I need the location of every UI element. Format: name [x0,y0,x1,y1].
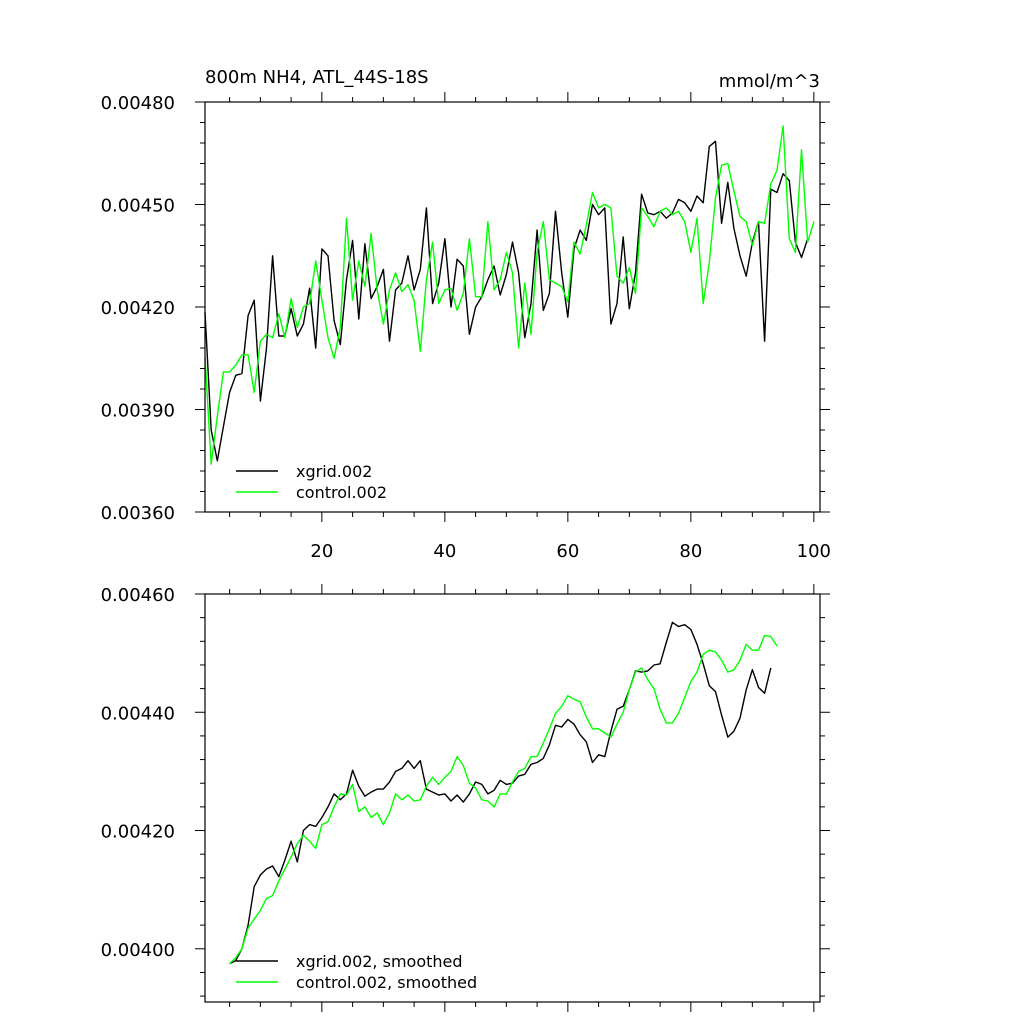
top-panel-ticks: 20 40 60 80 100 0.00360 0.00390 0.00420 0.00450 0… [101,92,831,562]
y-tick-label: 0.00420 [101,298,175,319]
legend-label-xgrid: xgrid.002 [296,462,372,481]
x-tick-label: 80 [679,541,702,562]
top-legend: xgrid.002 control.002 [236,462,387,502]
series-line-xgrid-002 [204,140,809,462]
y-tick-label: 0.00440 [101,703,175,724]
top-panel-series [204,125,815,465]
x-tick-label: 100 [797,541,831,562]
y-tick-label: 0.00480 [101,93,175,114]
series-line-control-002 [204,125,815,465]
units-label: mmol/m^3 [719,71,820,92]
series-line-control-002-smoothed [229,634,778,965]
y-tick-label: 0.00450 [101,196,175,217]
bottom-plot-frame [204,593,821,1003]
legend-label-control-smoothed: control.002, smoothed [296,973,477,992]
series-line-xgrid-002-smoothed [229,621,772,965]
y-tick-label: 0.00420 [101,822,175,843]
bottom-panel-series [229,621,778,965]
bottom-legend: xgrid.002, smoothed control.002, smoothe… [236,952,477,992]
legend-label-control: control.002 [296,483,387,502]
top-plot-frame [204,101,821,513]
x-tick-label: 60 [556,541,579,562]
y-tick-label: 0.00460 [101,585,175,606]
x-tick-label: 20 [310,541,333,562]
x-tick-label: 40 [433,541,456,562]
y-tick-label: 0.00390 [101,401,175,422]
bottom-panel: 0.00400 0.00420 0.00440 0.00460 xgrid.002, … [101,584,830,1012]
bottom-panel-ticks: 0.00400 0.00420 0.00440 0.00460 [101,584,830,1012]
legend-label-xgrid-smoothed: xgrid.002, smoothed [296,952,463,971]
top-panel: 20 40 60 80 100 0.00360 0.00390 0.00420 0.00450 0… [101,67,831,562]
chart-title: 800m NH4, ATL_44S-18S [205,67,429,88]
y-tick-label: 0.00360 [101,503,175,524]
y-tick-label: 0.00400 [101,940,175,961]
